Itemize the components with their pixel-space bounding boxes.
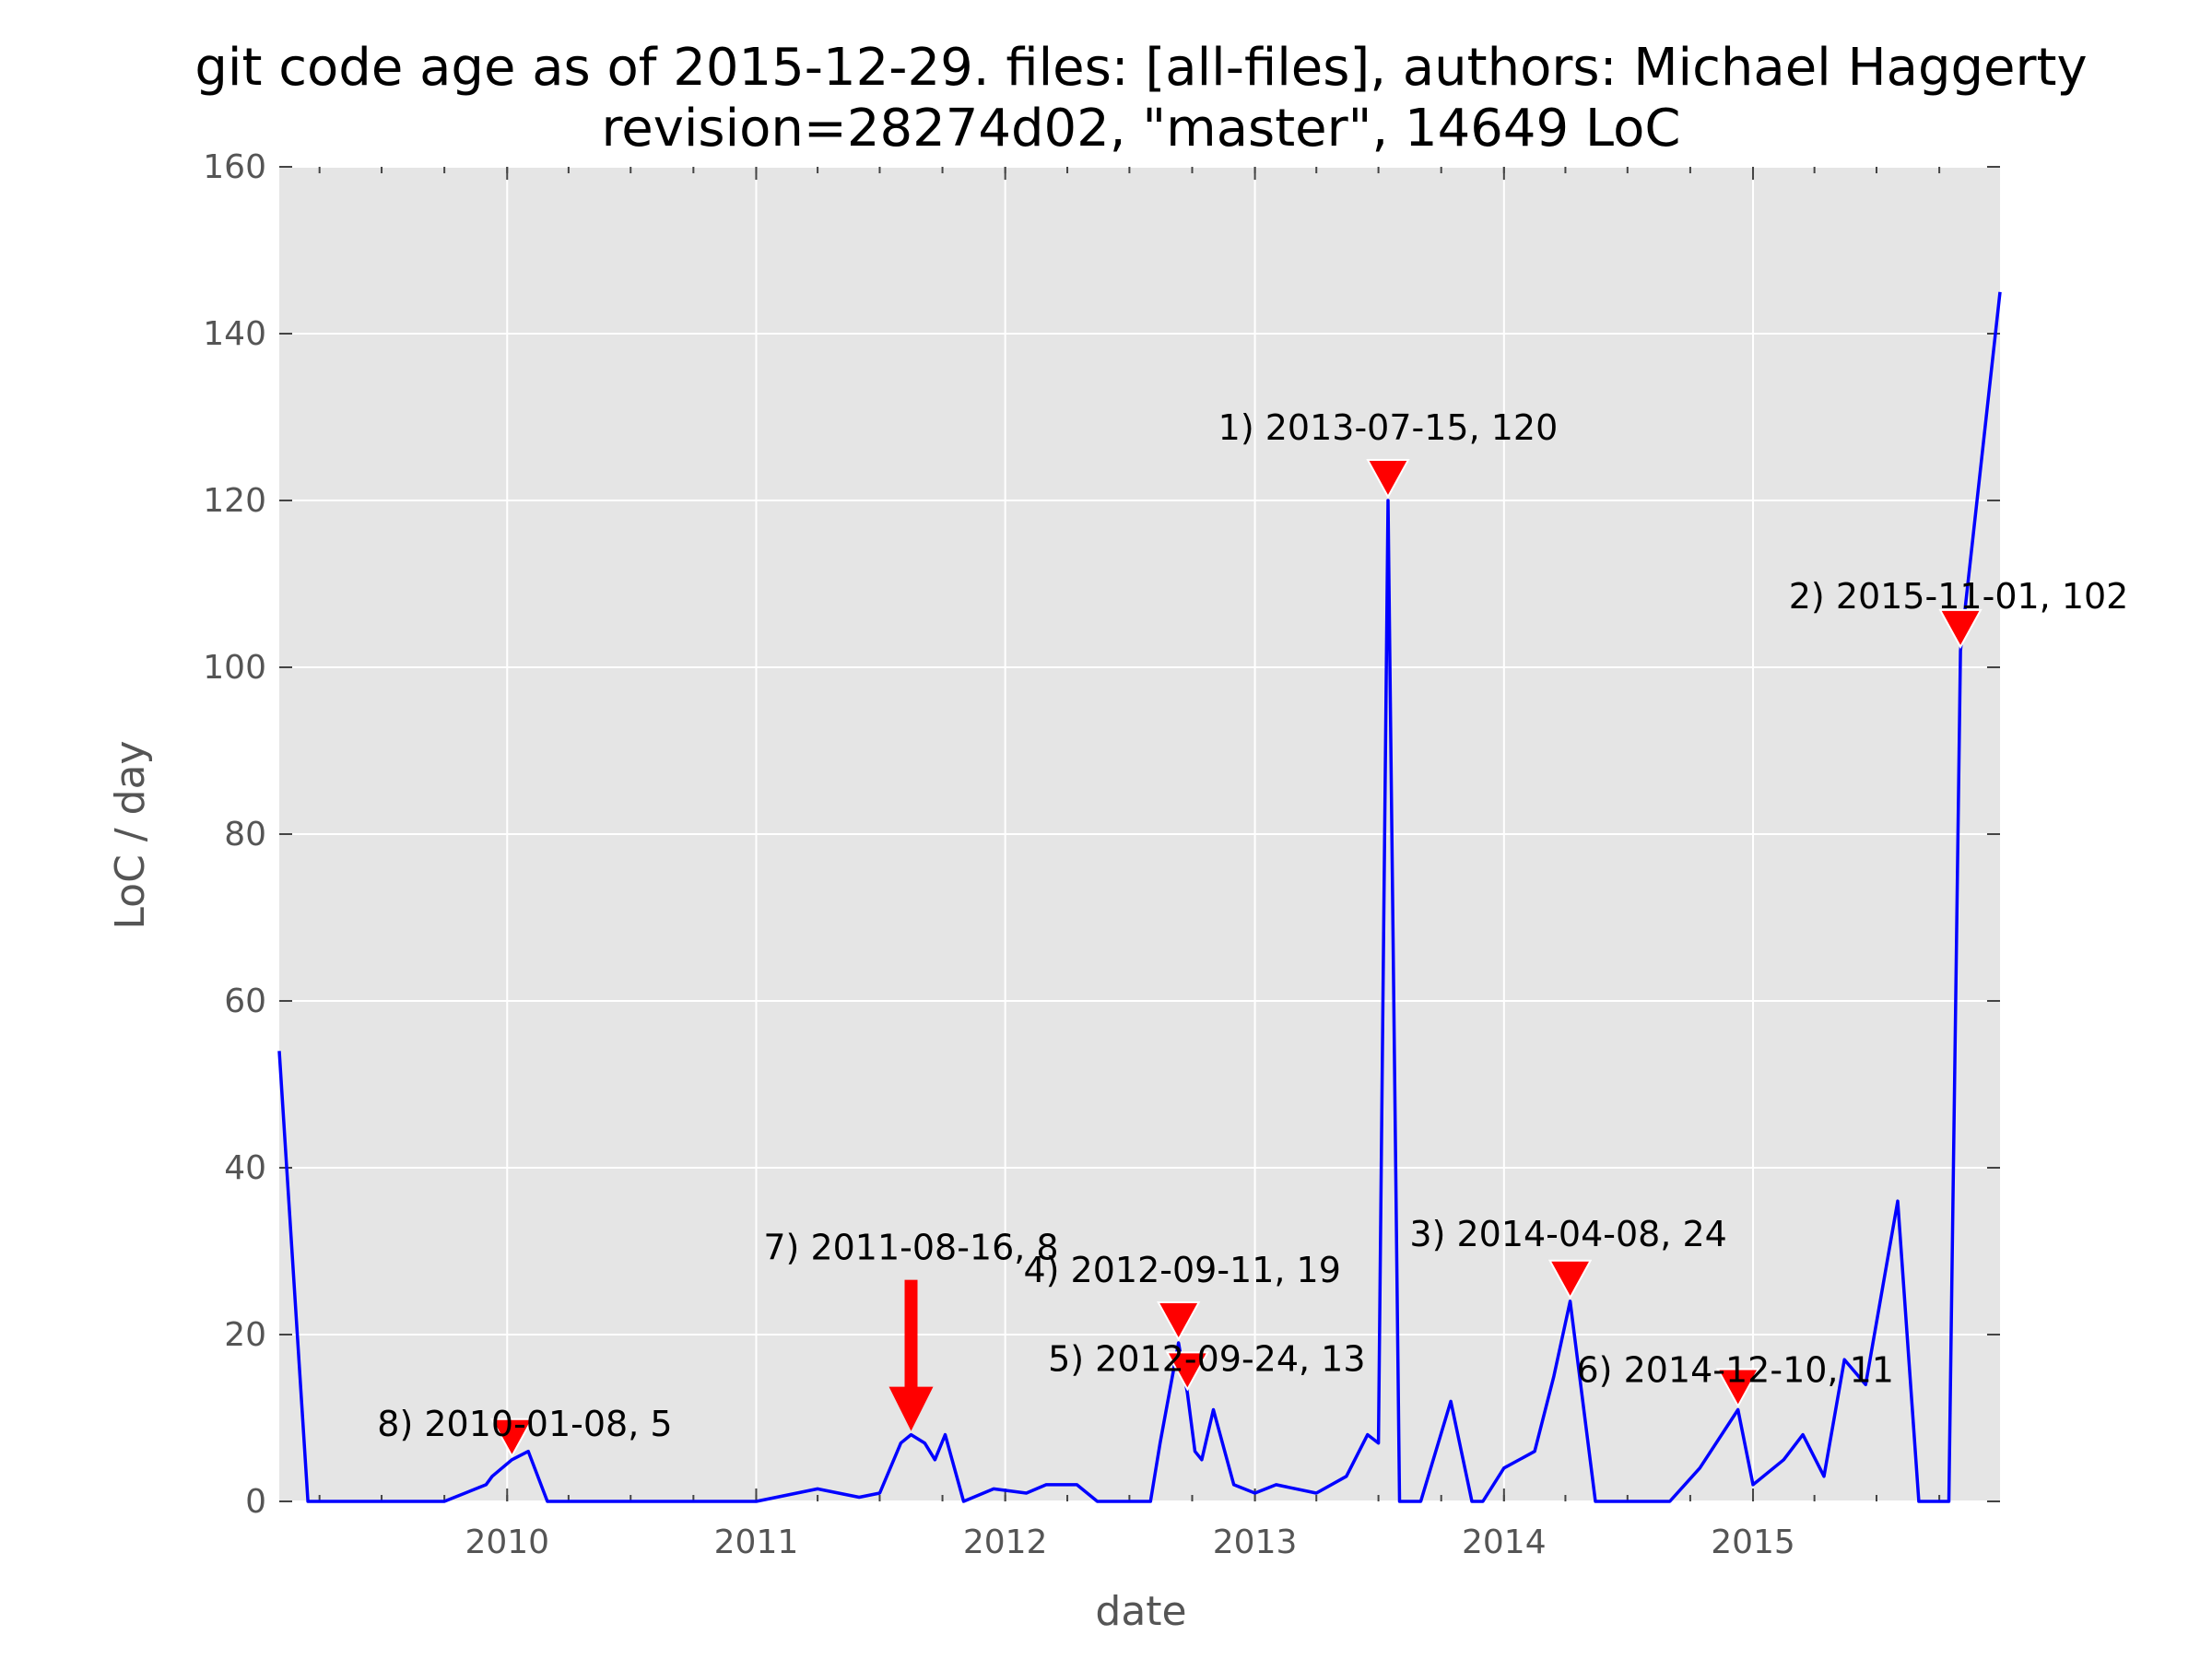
y-tick-label: 100 [203,649,266,687]
y-tick-label: 60 [224,982,266,1020]
x-tick-label: 2015 [1711,1524,1795,1561]
y-tick-label: 120 [203,482,266,520]
grid [279,166,2000,1502]
y-tick-label: 0 [245,1483,266,1521]
y-axis-label: LoC / day [107,740,154,929]
annotation-label: 5) 2012-09-24, 13 [1048,1338,1365,1379]
series-line [277,291,2002,1503]
annotation-label: 6) 2014-12-10, 11 [1577,1349,1894,1390]
chart-title: git code age as of 2015-12-29. files: [a… [194,38,2087,98]
x-tick-label: 2010 [465,1524,549,1561]
annotation-marker [489,1418,535,1458]
x-tick-label: 2011 [714,1524,799,1561]
x-axis-label: date [1095,1588,1186,1635]
annotations: 1) 2013-07-15, 120 2) 2015-11-01, 102 3) 2… [377,407,2129,1458]
y-tick-labels: 0 20 40 60 80 100 120 140 160 [203,148,266,1521]
x-tick-labels: 2010 2011 2012 2013 2014 2015 [465,1524,1794,1561]
annotation-label: 4) 2012-09-11, 19 [1023,1250,1340,1290]
annotation-marker [1157,1301,1201,1342]
x-tick-label: 2014 [1462,1524,1547,1561]
annotation-label: 7) 2011-08-16, 8 [763,1228,1058,1268]
annotation-label: 3) 2014-04-08, 24 [1409,1214,1726,1254]
annotation-label: 1) 2013-07-15, 120 [1218,407,1559,448]
y-tick-label: 40 [224,1149,266,1187]
annotation-marker [1165,1351,1210,1392]
annotation-marker [1366,459,1410,500]
annotation-marker [1938,608,1983,649]
annotation-arrow-head [888,1386,934,1431]
y-tick-label: 140 [203,315,266,353]
annotation-label: 2) 2015-11-01, 102 [1789,576,2129,617]
y-tick-label: 80 [224,816,266,853]
x-tick-label: 2013 [1213,1524,1298,1561]
annotation-marker [1716,1368,1760,1408]
x-tick-label: 2012 [963,1524,1048,1561]
annotation-marker [1547,1259,1593,1300]
y-tick-label: 20 [224,1316,266,1354]
y-tick-label: 160 [203,148,266,186]
chart-subtitle: revision=28274d02, "master", 14649 LoC [601,99,1680,159]
annotation-label: 8) 2010-01-08, 5 [377,1404,672,1444]
